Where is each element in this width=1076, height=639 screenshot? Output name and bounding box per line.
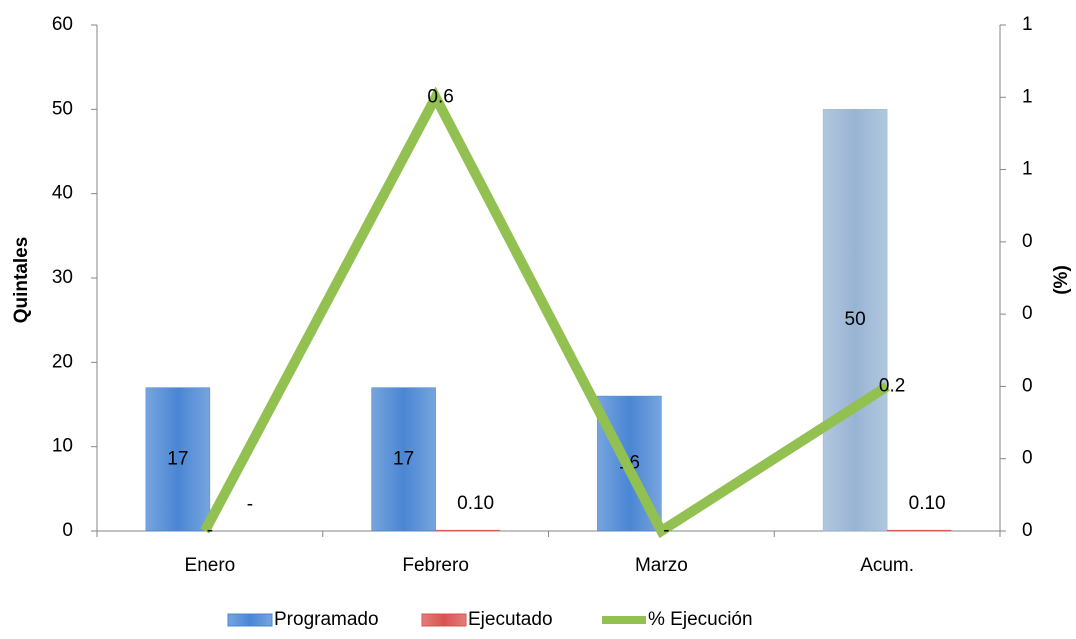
legend-label: Programado [274,609,379,630]
y-tick-label: 30 [52,267,73,288]
line [200,86,890,539]
legend-swatch [227,613,273,627]
line-label: - [663,520,669,541]
y-tick-label: 20 [52,351,73,372]
bar [822,109,888,532]
bar [145,387,211,532]
bar [371,387,436,532]
y2-tick-label: 0 [1022,231,1033,252]
y2-tick-label: 0 [1022,303,1033,324]
bar-label: 0.10 [909,493,946,514]
legend-label: % Ejecución [648,609,753,630]
bar [886,529,952,532]
legend-label: Ejecutado [468,609,553,630]
line-label: - [207,520,213,541]
y2-axis-label: (%) [1051,265,1072,295]
bar-label: 17 [167,448,188,469]
bar-label: 0.10 [457,493,494,514]
y-tick-label: 50 [52,98,73,119]
y2-tick-label: 0 [1022,520,1033,541]
y2-tick-label: 0 [1022,448,1033,469]
x-tick-label: Marzo [635,555,688,576]
x-tick-label: Enero [185,555,236,576]
y-tick-label: 10 [52,436,73,457]
bar-label: 17 [393,448,414,469]
y-axis-label: Quintales [11,237,32,324]
line-label: 0.2 [879,375,905,396]
legend-swatch [421,613,467,627]
line-label: 0.6 [427,86,453,107]
y2-tick-label: 1 [1022,159,1033,180]
x-tick-label: Febrero [402,555,469,576]
y2-tick-label: 0 [1022,375,1033,396]
y2-tick-label: 1 [1022,14,1033,35]
x-tick-label: Acum. [860,555,914,576]
bar-label: - [247,494,253,515]
bar-label: 50 [845,309,866,330]
bar [435,529,500,532]
y-tick-label: 40 [52,183,73,204]
y2-tick-label: 1 [1022,86,1033,107]
y-tick-label: 60 [52,14,73,35]
y-tick-label: 0 [62,520,73,541]
